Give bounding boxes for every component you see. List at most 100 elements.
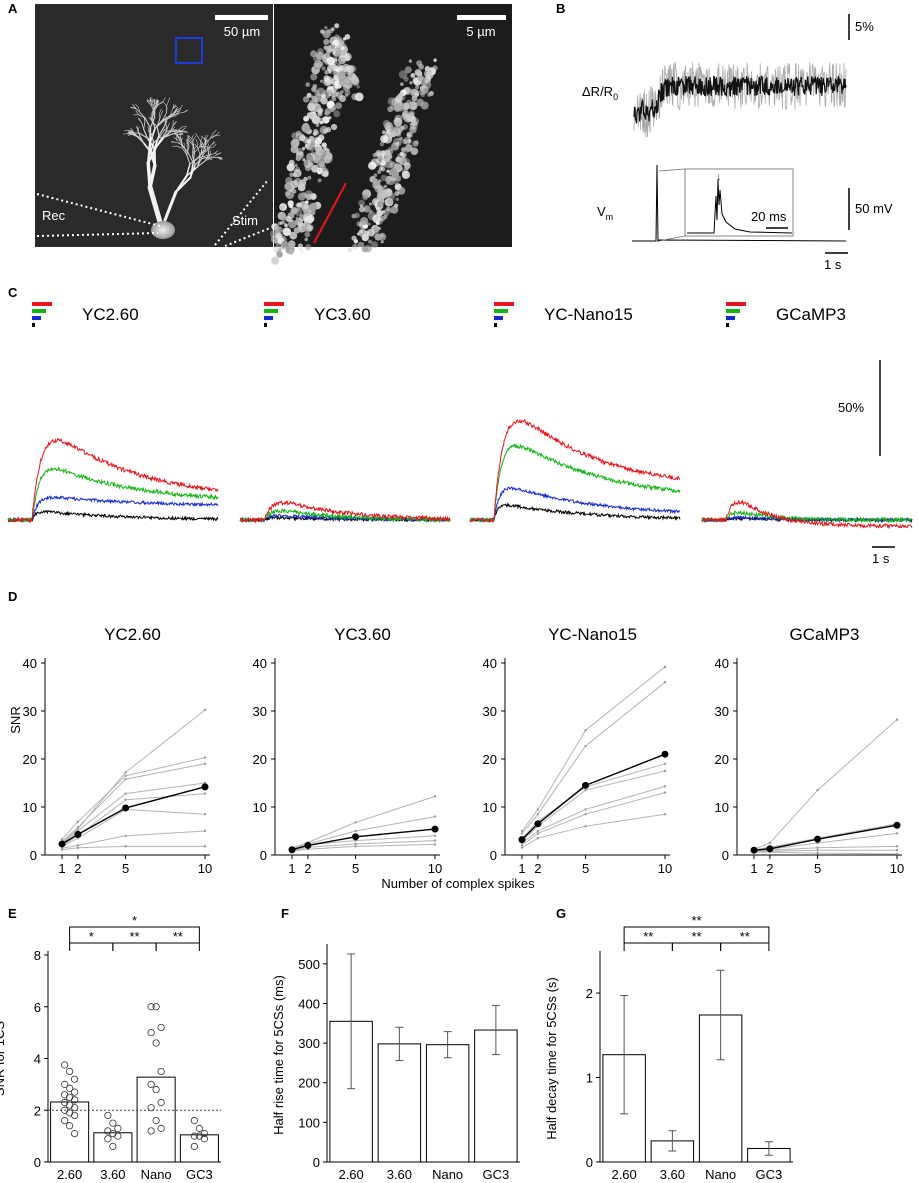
dendrite	[181, 147, 188, 156]
dendritic-spine	[292, 189, 297, 194]
d-individual-point	[60, 848, 64, 851]
dendritic-spine	[325, 127, 332, 133]
d-xtick-label: 10	[658, 861, 672, 876]
dendritic-spine	[394, 191, 400, 197]
d-mean-point	[304, 841, 312, 849]
significance-bracket	[69, 926, 200, 943]
cell-datapoint	[104, 1111, 112, 1120]
d-individual-point	[354, 845, 357, 848]
d-xtick-label: 1	[518, 861, 525, 876]
d-mean-point	[352, 833, 360, 841]
d-xtick-label: 5	[582, 861, 589, 876]
dendrite	[143, 121, 146, 130]
d-individual-point	[663, 813, 667, 816]
dendritic-spine	[315, 123, 320, 127]
dendrite	[171, 141, 177, 143]
significance-stars: *	[132, 913, 137, 928]
d-mean-line	[291, 828, 436, 851]
panel-a-micrograph-left: 50 µm Rec Stim	[35, 4, 273, 247]
dendritic-spine	[383, 214, 388, 219]
d-individual-point	[124, 771, 127, 774]
dendrite	[158, 127, 165, 137]
d-individual-cell	[61, 782, 206, 844]
d-individual-point	[433, 839, 437, 842]
cell-datapoint	[190, 1132, 198, 1140]
dendritic-spine	[418, 64, 425, 70]
dendrite	[215, 131, 220, 136]
dendritic-spine	[312, 111, 316, 115]
d-xlabel: Number of complex spikes	[381, 876, 535, 891]
dendritic-spine	[344, 34, 351, 40]
dendritic-spine	[371, 241, 378, 249]
d-individual-cell	[61, 763, 206, 842]
dendrite	[154, 119, 164, 130]
dendrite	[152, 99, 156, 104]
inset-connector-bottom	[658, 235, 686, 242]
dendrite	[165, 115, 168, 122]
dendritic-spine	[323, 56, 327, 61]
dendritic-spine	[345, 93, 349, 97]
legend-swatch-5cs	[726, 309, 740, 313]
panel-a-micrograph-right: 5 µm	[270, 4, 512, 265]
panel-letter-f: F	[281, 906, 289, 921]
dendritic-spine	[383, 184, 387, 188]
bar-ylabel: Half rise time for 5CSs (ms)	[271, 975, 286, 1135]
bar-category-label: Nano	[705, 1167, 736, 1182]
cell-datapoint	[61, 1061, 69, 1069]
d-individual-point	[124, 792, 127, 795]
dendrite	[137, 136, 145, 144]
dendritic-spine	[405, 145, 411, 151]
dendritic-spine	[321, 66, 326, 71]
d-ytick-label: 10	[23, 800, 37, 815]
dendritic-spine	[409, 81, 413, 85]
d-individual-point	[124, 845, 127, 848]
dendritic-spine	[295, 132, 305, 142]
dendrite	[153, 134, 160, 150]
d-title-yc-nano15: YC-Nano15	[548, 625, 637, 644]
dendrite	[189, 140, 194, 146]
d-individual-cell	[291, 795, 436, 849]
dendritic-spine	[302, 96, 310, 103]
significance-bracket	[112, 942, 157, 951]
panel-f: 0 100 200 300 400 500 Half rise time for 5CSs …	[271, 944, 520, 1182]
dendritic-spine	[319, 120, 324, 125]
dendrite	[186, 146, 190, 156]
dendritic-spine	[310, 142, 316, 148]
d-individual-cell	[521, 792, 666, 846]
dendrite	[174, 112, 179, 116]
dendritic-spine	[317, 48, 324, 55]
dendrite	[169, 114, 175, 118]
d-individual-point	[203, 845, 207, 848]
dendrite	[153, 108, 156, 118]
dendritic-spine	[354, 92, 364, 102]
dendrite	[202, 143, 205, 151]
dendritic-spine	[400, 82, 404, 86]
d-individual-cell	[61, 757, 206, 840]
significance-stars: **	[643, 929, 653, 944]
d-individual-point	[584, 729, 587, 732]
d-individual-cell	[61, 709, 206, 844]
dendritic-spine	[285, 248, 290, 253]
indicator-label-yc-nano15: YC-Nano15	[544, 305, 633, 324]
dendrite	[170, 108, 174, 116]
cell-datapoint	[152, 1085, 160, 1094]
dendritic-spine	[388, 148, 394, 155]
cell-datapoint	[190, 1117, 198, 1125]
dendrite	[209, 135, 217, 139]
d-individual-point	[124, 777, 127, 781]
bar-2.60	[329, 1020, 373, 1163]
d-individual-point	[520, 829, 524, 833]
dendritic-spine	[281, 220, 286, 225]
inset-connector-top	[658, 168, 686, 172]
dendritic-spine	[303, 115, 310, 122]
stim-label: Stim	[232, 213, 258, 228]
dendritic-spine	[307, 102, 316, 112]
d-individual-cell	[61, 845, 205, 851]
dendrite	[173, 136, 178, 141]
bar-ytick-label: 4	[34, 1052, 41, 1067]
d-mean-line	[521, 753, 666, 841]
bar-ytick-label: 0	[34, 1155, 41, 1170]
d-individual-cell	[521, 813, 666, 849]
dendritic-spine	[397, 186, 406, 195]
